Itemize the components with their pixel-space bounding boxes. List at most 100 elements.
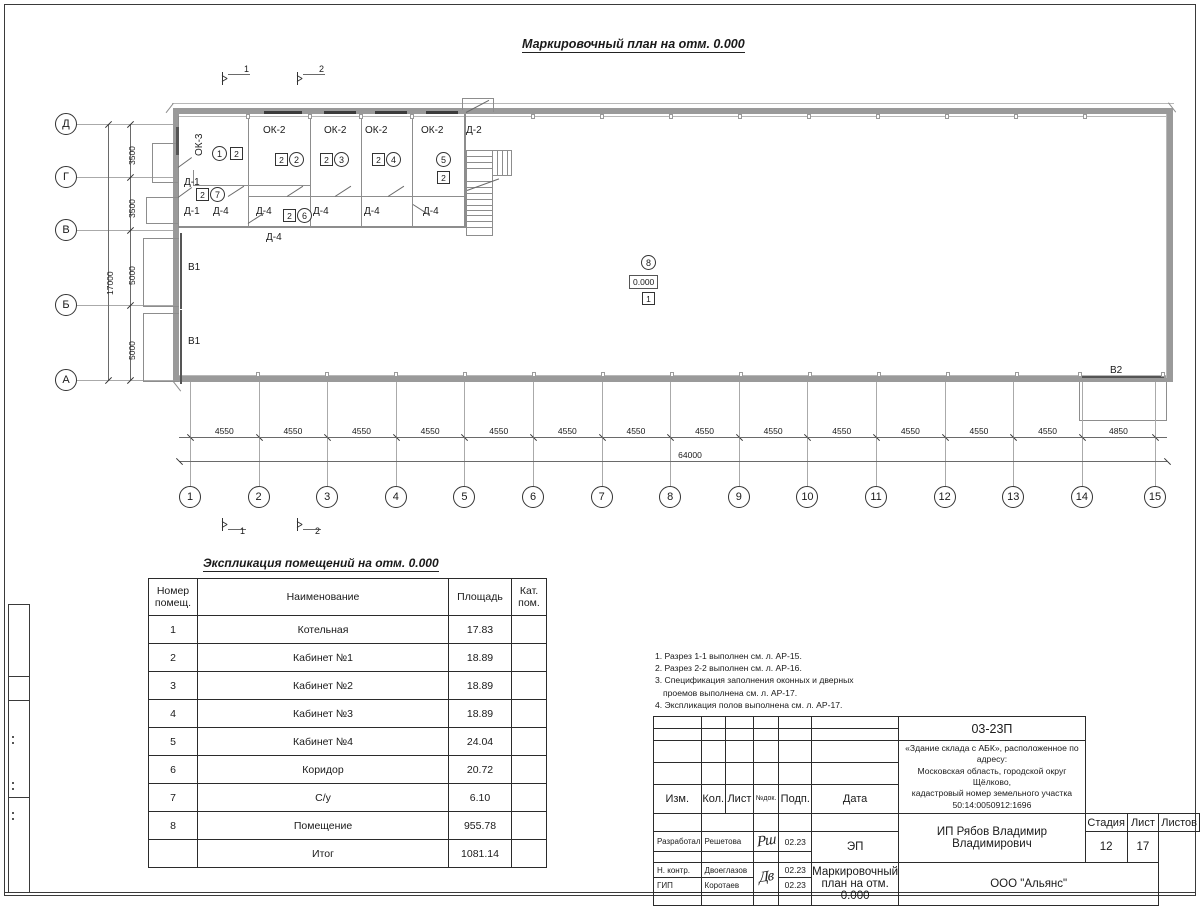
- floor-type: 1: [646, 293, 651, 304]
- role-row-developer: Разработал Решетова Рш 02.23 ЭП 12 17: [653, 831, 1200, 864]
- role-cell[interactable]: [653, 892, 702, 906]
- rev-cell[interactable]: [752, 716, 780, 729]
- role-cell[interactable]: [778, 892, 813, 906]
- stair-low-right: [492, 175, 493, 235]
- rev-cell[interactable]: [811, 761, 900, 785]
- axis-bubble-14[interactable]: 14: [1070, 486, 1093, 508]
- cell-room-number: 6: [148, 755, 198, 784]
- axis-bubble-3[interactable]: 3: [316, 486, 339, 508]
- axis-bubble-7[interactable]: 7: [590, 486, 613, 508]
- room-marker-8[interactable]: 8: [641, 255, 656, 270]
- rev-cell[interactable]: [778, 740, 813, 763]
- cell-room-name: Кабинет №3: [197, 699, 449, 728]
- room-marker-2[interactable]: 2: [289, 152, 304, 167]
- column-marker: [256, 372, 260, 377]
- role-cell[interactable]: [700, 813, 754, 833]
- axis-bubble-2[interactable]: 2: [247, 486, 270, 508]
- axis-bubble-g[interactable]: Г: [55, 166, 77, 188]
- role-cell[interactable]: [700, 892, 754, 906]
- role-cell[interactable]: [778, 813, 813, 833]
- gate-label-b2: В2: [1110, 365, 1123, 376]
- rev-cell[interactable]: [724, 716, 754, 729]
- rev-cell[interactable]: [752, 728, 780, 741]
- role-cell[interactable]: [653, 850, 702, 864]
- rev-cell[interactable]: [724, 761, 754, 785]
- cell-room-number: 1: [148, 615, 198, 644]
- room-marker-7[interactable]: 7: [210, 187, 225, 202]
- rev-cell[interactable]: [653, 728, 702, 741]
- axis-bubble-9[interactable]: 9: [727, 486, 750, 508]
- bay-dim-text: 4550: [489, 426, 509, 436]
- rev-cell[interactable]: [752, 761, 780, 785]
- rev-cell[interactable]: [700, 716, 726, 729]
- cell-room-name: Кабинет №2: [197, 671, 449, 700]
- rev-header-kol: Кол.: [700, 783, 726, 815]
- rev-cell[interactable]: [653, 740, 702, 763]
- axis-bubble-4[interactable]: 4: [384, 486, 407, 508]
- axis-bubble-d[interactable]: Д: [55, 113, 77, 135]
- axis-bubble-1[interactable]: 1: [179, 486, 201, 508]
- window-ok3-mark: [176, 127, 179, 155]
- role-signature-inspector[interactable]: Дв: [752, 862, 780, 894]
- rev-cell[interactable]: [653, 761, 702, 785]
- partition-1: [248, 116, 249, 226]
- corridor-wall: [193, 185, 311, 186]
- rev-cell[interactable]: [653, 716, 702, 729]
- room-marker-6[interactable]: 6: [297, 208, 312, 223]
- bay-width-dim-text: 3500: [127, 146, 137, 165]
- role-signature-developer[interactable]: Рш: [752, 831, 780, 852]
- axis-bubble-5[interactable]: 5: [453, 486, 476, 508]
- rev-cell[interactable]: [811, 740, 900, 763]
- object-description: «Здание склада с АБК», расположенное по …: [898, 739, 1086, 815]
- room-marker-5[interactable]: 5: [436, 152, 451, 167]
- room-number: 3: [338, 154, 344, 165]
- bay-width-dim-text: 5000: [127, 266, 137, 285]
- room-number: 4: [390, 154, 396, 165]
- axis-line-7: [601, 382, 603, 486]
- column-marker: [1014, 114, 1018, 119]
- rev-cell[interactable]: [778, 761, 813, 785]
- role-cell[interactable]: [752, 892, 780, 906]
- signature-glyph: Рш: [756, 831, 776, 851]
- role-cell[interactable]: [653, 813, 702, 833]
- table-row: 6 Коридор 20.72: [148, 755, 547, 784]
- role-cell[interactable]: [811, 813, 900, 833]
- axis-bubble-8[interactable]: 8: [659, 486, 682, 508]
- stair-top: [466, 150, 512, 151]
- column-marker: [1161, 372, 1165, 377]
- room-marker-1[interactable]: 1: [212, 146, 227, 161]
- revision-row: [653, 728, 1200, 741]
- axis-bubble-v[interactable]: В: [55, 219, 77, 241]
- rev-cell[interactable]: [724, 740, 754, 763]
- rev-cell[interactable]: [778, 716, 813, 729]
- rev-cell[interactable]: [700, 728, 726, 741]
- rev-cell[interactable]: [700, 740, 726, 763]
- column-marker: [738, 114, 742, 119]
- axis-bubble-b[interactable]: Б: [55, 294, 77, 316]
- axis-bubble-6[interactable]: 6: [522, 486, 545, 508]
- role-cell[interactable]: [752, 813, 780, 833]
- role-cell[interactable]: [778, 850, 813, 864]
- gate-bay-2-left: [143, 313, 144, 381]
- note-item: 1. Разрез 1-1 выполнен см. л. АР-15.: [655, 651, 802, 661]
- rev-cell[interactable]: [811, 716, 900, 729]
- axis-bubble-a[interactable]: А: [55, 369, 77, 391]
- room-marker-3[interactable]: 3: [334, 152, 349, 167]
- axis-label: 11: [870, 491, 882, 503]
- room-marker-4[interactable]: 4: [386, 152, 401, 167]
- role-cell[interactable]: [700, 850, 754, 864]
- axis-bubble-12[interactable]: 12: [933, 486, 956, 508]
- rev-cell[interactable]: [724, 728, 754, 741]
- axis-line-2: [258, 382, 260, 486]
- floor-type: 2: [324, 154, 329, 165]
- axis-bubble-15[interactable]: 15: [1144, 486, 1166, 508]
- axis-bubble-11[interactable]: 11: [865, 486, 888, 508]
- rev-cell[interactable]: [700, 761, 726, 785]
- rev-cell[interactable]: [811, 728, 900, 741]
- rev-cell[interactable]: [752, 740, 780, 763]
- rev-cell[interactable]: [778, 728, 813, 741]
- role-cell[interactable]: [752, 850, 780, 864]
- axis-bubble-10[interactable]: 10: [796, 486, 819, 508]
- axis-bubble-13[interactable]: 13: [1002, 486, 1025, 508]
